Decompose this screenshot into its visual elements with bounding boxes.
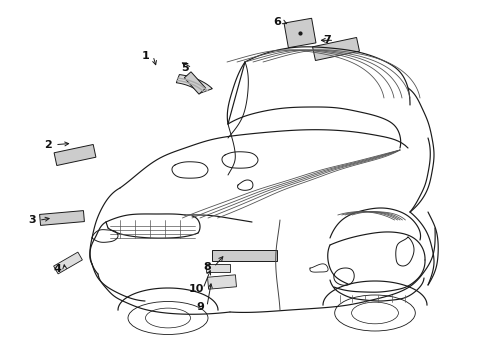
Text: 10: 10 (188, 284, 204, 294)
Text: 8: 8 (203, 262, 211, 272)
Polygon shape (40, 211, 84, 225)
Text: 4: 4 (54, 264, 62, 274)
Polygon shape (184, 72, 206, 94)
Polygon shape (212, 249, 276, 261)
Text: 7: 7 (323, 35, 331, 45)
Text: 9: 9 (196, 302, 204, 312)
Polygon shape (53, 252, 82, 274)
Polygon shape (313, 37, 360, 60)
Polygon shape (284, 18, 316, 48)
Polygon shape (208, 275, 237, 289)
Text: 1: 1 (142, 51, 150, 61)
Polygon shape (176, 75, 212, 93)
Text: 5: 5 (181, 63, 189, 73)
Polygon shape (206, 264, 230, 272)
Text: 6: 6 (273, 17, 281, 27)
Text: 3: 3 (28, 215, 36, 225)
Polygon shape (54, 144, 96, 166)
Text: 2: 2 (44, 140, 52, 150)
